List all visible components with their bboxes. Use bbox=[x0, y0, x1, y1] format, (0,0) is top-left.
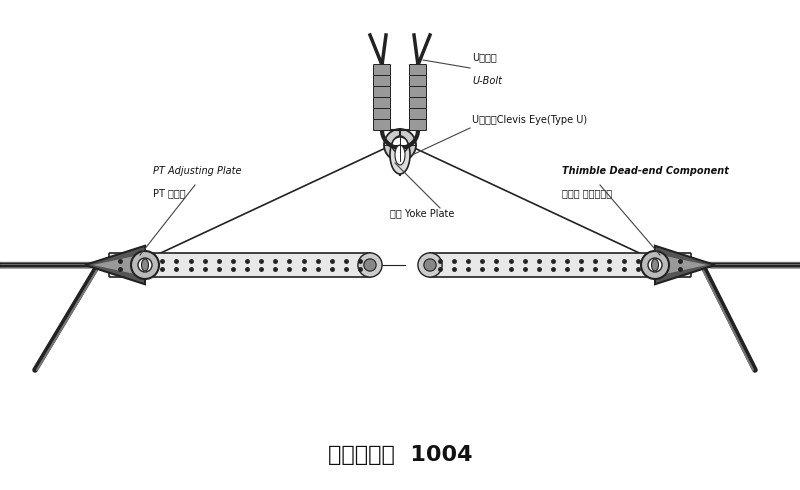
FancyBboxPatch shape bbox=[410, 65, 426, 75]
FancyBboxPatch shape bbox=[410, 87, 426, 98]
Text: U型挂环Clevis Eye(Type U): U型挂环Clevis Eye(Type U) bbox=[472, 115, 587, 125]
Text: U型螺栓: U型螺栓 bbox=[472, 52, 497, 62]
Circle shape bbox=[424, 259, 436, 271]
Polygon shape bbox=[655, 254, 707, 276]
FancyBboxPatch shape bbox=[374, 75, 390, 87]
Circle shape bbox=[418, 253, 442, 277]
Ellipse shape bbox=[395, 145, 405, 165]
FancyBboxPatch shape bbox=[109, 253, 371, 277]
FancyBboxPatch shape bbox=[410, 120, 426, 130]
Circle shape bbox=[358, 253, 382, 277]
Text: U-Bolt: U-Bolt bbox=[472, 76, 502, 86]
FancyBboxPatch shape bbox=[410, 108, 426, 120]
Circle shape bbox=[138, 258, 152, 272]
Circle shape bbox=[648, 258, 662, 272]
FancyBboxPatch shape bbox=[374, 65, 390, 75]
FancyBboxPatch shape bbox=[374, 98, 390, 108]
FancyBboxPatch shape bbox=[374, 108, 390, 120]
Circle shape bbox=[131, 251, 159, 279]
FancyBboxPatch shape bbox=[410, 98, 426, 108]
Text: 联板 Yoke Plate: 联板 Yoke Plate bbox=[390, 208, 454, 218]
Text: Thimble Dead-end Component: Thimble Dead-end Component bbox=[562, 166, 729, 176]
FancyBboxPatch shape bbox=[410, 75, 426, 87]
Ellipse shape bbox=[390, 136, 410, 174]
Text: PT Adjusting Plate: PT Adjusting Plate bbox=[153, 166, 242, 176]
Text: PT 调整板: PT 调整板 bbox=[153, 188, 186, 198]
Polygon shape bbox=[655, 246, 715, 284]
Circle shape bbox=[641, 251, 669, 279]
Ellipse shape bbox=[142, 259, 149, 271]
FancyBboxPatch shape bbox=[429, 253, 691, 277]
Text: 心型环 耐张预绞丝: 心型环 耐张预绞丝 bbox=[562, 188, 612, 198]
Polygon shape bbox=[93, 254, 145, 276]
Text: 联接型号：  1004: 联接型号： 1004 bbox=[328, 445, 472, 465]
FancyBboxPatch shape bbox=[374, 87, 390, 98]
Polygon shape bbox=[85, 246, 145, 284]
FancyBboxPatch shape bbox=[374, 120, 390, 130]
Circle shape bbox=[384, 129, 416, 161]
Circle shape bbox=[364, 259, 376, 271]
Ellipse shape bbox=[651, 259, 658, 271]
Circle shape bbox=[392, 137, 408, 153]
